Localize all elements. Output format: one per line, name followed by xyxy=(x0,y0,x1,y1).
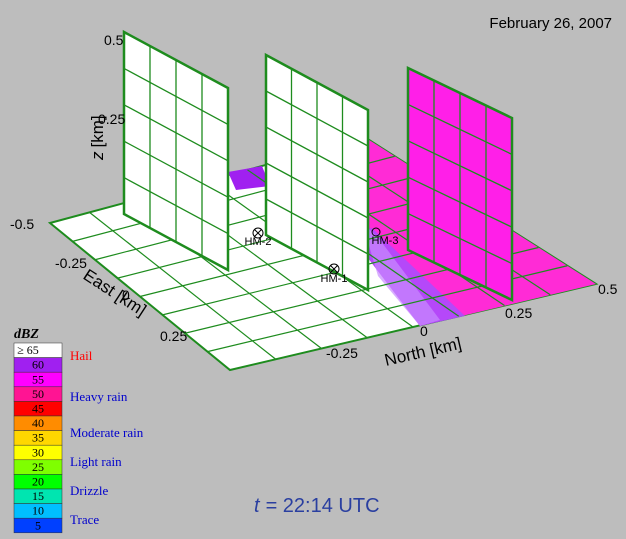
legend-category-trace: Trace xyxy=(70,512,99,527)
instrument-hm-1: HM-1 xyxy=(321,263,348,285)
time-label: t = 22:14 UTC xyxy=(254,495,380,517)
wall-grid-line xyxy=(123,67,229,125)
north-axis-label: North [km] xyxy=(383,334,464,370)
z-axis-unit: [km] xyxy=(88,115,107,147)
wall-grid-line xyxy=(265,198,369,255)
wall-grid-line xyxy=(123,140,229,198)
legend-value: 15 xyxy=(32,489,44,503)
east-tick-1: -0.25 xyxy=(55,255,87,271)
legend-value: 10 xyxy=(32,504,44,518)
legend-value: 20 xyxy=(32,474,44,488)
legend-value: 25 xyxy=(32,460,44,474)
wall-grid-line xyxy=(265,90,369,147)
time-var: t xyxy=(254,495,261,517)
wall-grid-line xyxy=(407,140,513,192)
legend-category-drizzle: Drizzle xyxy=(70,483,108,498)
instrument-label-hm-3: HM-3 xyxy=(372,235,399,247)
instrument-hm-3: HM-3 xyxy=(371,227,399,247)
legend-value: 5 xyxy=(35,518,41,532)
time-value: = 22:14 UTC xyxy=(266,495,380,517)
north-tick-2: 0.25 xyxy=(505,305,532,321)
north-tick-3: 0.5 xyxy=(598,281,618,297)
east-tick-3: 0.25 xyxy=(160,328,187,344)
wall-grid-line xyxy=(265,162,369,219)
legend-category-moderate-rain: Moderate rain xyxy=(70,425,144,440)
legend-category-hail: Hail xyxy=(70,348,93,363)
east-tick-0: -0.5 xyxy=(10,216,34,232)
legend-category-heavy-rain: Heavy rain xyxy=(70,389,128,404)
legend-value: 60 xyxy=(32,358,44,372)
date-label: February 26, 2007 xyxy=(489,15,612,32)
z-tick-0: 0.5 xyxy=(104,32,124,48)
legend-title: dBZ xyxy=(14,327,39,342)
floor-grid-line xyxy=(89,211,277,360)
floor-echo-strip xyxy=(228,166,270,190)
north-tick-0: -0.25 xyxy=(326,345,358,361)
wall-east-grid xyxy=(123,46,229,256)
wall-grid-line xyxy=(407,213,513,265)
wall-middle-grid xyxy=(265,68,369,277)
wall-grid-line xyxy=(265,126,369,183)
east-tick-2: 0 xyxy=(122,287,130,303)
instrument-label-hm-2: HM-2 xyxy=(245,236,272,248)
legend-value: 55 xyxy=(32,372,44,386)
instrument-hm-2: HM-2 xyxy=(245,227,272,248)
z-axis-label: z [km] xyxy=(88,115,107,161)
north-tick-1: 0 xyxy=(420,323,428,339)
legend-value: 35 xyxy=(32,431,44,445)
wall-grid-line xyxy=(407,103,513,155)
z-axis-var: z xyxy=(88,151,107,161)
legend-value: 40 xyxy=(32,416,44,430)
legend-category-light-rain: Light rain xyxy=(70,454,122,469)
wall-grid-line xyxy=(407,176,513,228)
wall-north-grid xyxy=(407,80,513,288)
legend-value: ≥ 65 xyxy=(17,343,39,357)
wall-grid-line xyxy=(123,177,229,235)
legend-swatch xyxy=(13,517,63,534)
instrument-label-hm-1: HM-1 xyxy=(321,273,348,285)
legend-value: 45 xyxy=(32,401,44,415)
floor-echo-purple-fade xyxy=(362,222,440,326)
legend-value: 50 xyxy=(32,387,44,401)
legend-value: 30 xyxy=(32,445,44,459)
wall-grid-line xyxy=(123,104,229,162)
z-tick-1: 0.25 xyxy=(98,111,125,127)
